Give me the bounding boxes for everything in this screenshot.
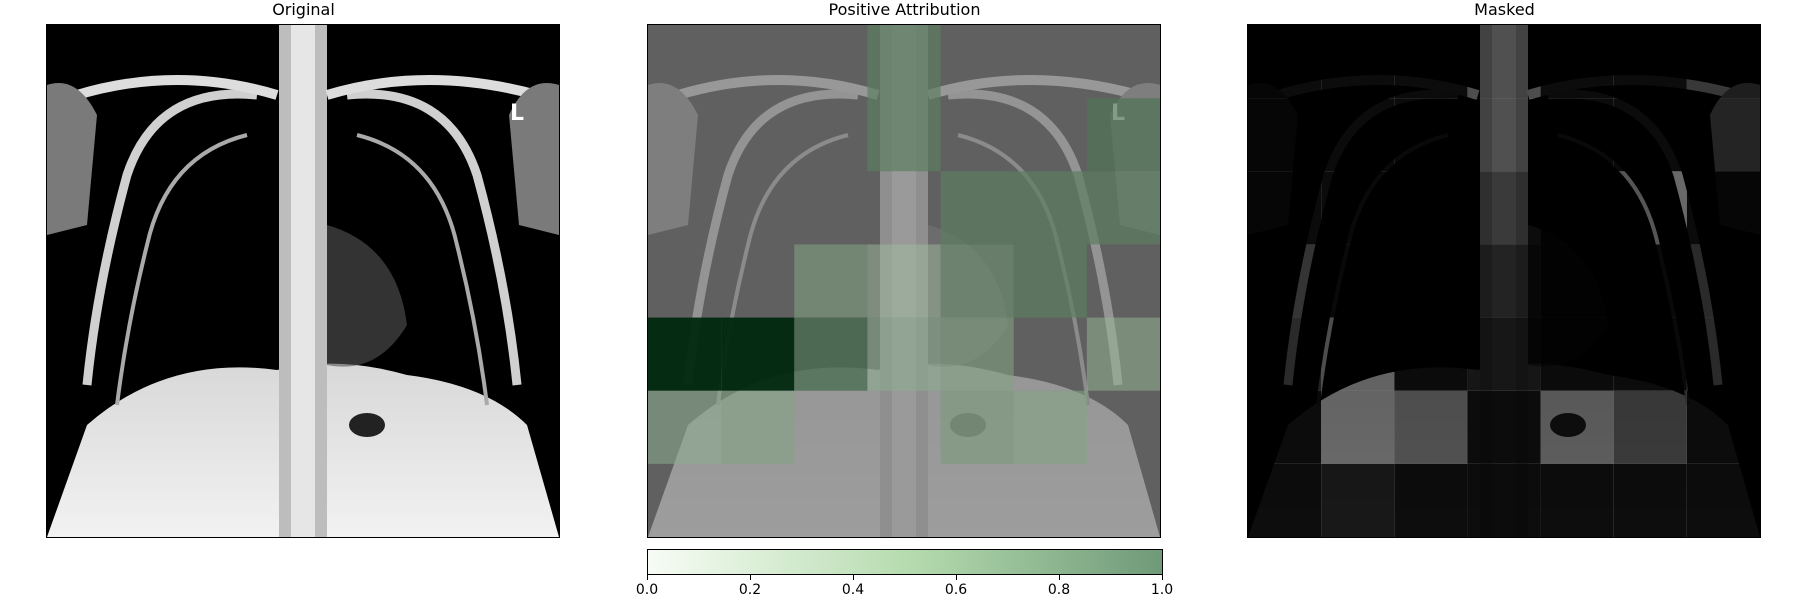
masked-cell [1686,98,1760,172]
masked-cell [1321,390,1395,464]
masked-cell [1540,244,1614,318]
masked-cell [1248,463,1322,537]
attribution-cell [940,390,1014,464]
masked-cell [1394,98,1468,172]
attribution-cell [940,171,1014,245]
image-marker-label: L [510,101,524,126]
masked-cell [1613,463,1687,537]
colorbar-tick-label: 0.4 [841,582,865,598]
masked-cell [1613,98,1687,172]
masked-cell [1248,244,1322,318]
panel-title-attribution: Positive Attribution [828,0,981,19]
masked-cell [1248,25,1322,99]
masked-cell [1394,390,1468,464]
masked-cell [1248,317,1322,391]
masked-cell [1321,463,1395,537]
colorbar-tick [956,575,957,580]
masked-cell [1321,98,1395,172]
masked-cell [1248,98,1322,172]
masked-cell [1540,317,1614,391]
colorbar-tick [1162,575,1163,580]
masked-cell [1686,171,1760,245]
masked-cell [1394,244,1468,318]
original-image: L [46,24,560,538]
masked-cell [1686,317,1760,391]
panel-title-original: Original [272,0,335,19]
colorbar-tick [853,575,854,580]
masked-cell [1321,317,1395,391]
attribution-cell [1086,317,1160,391]
masked-cell [1394,463,1468,537]
attribution-cell [1013,390,1087,464]
masked-cell [1394,317,1468,391]
colorbar-tick-label: 0.8 [1047,582,1071,598]
masked-cell [1686,244,1760,318]
masked-cell [1394,171,1468,245]
masked-cell [1467,244,1541,318]
colorbar-tick [750,575,751,580]
masked-cell [1467,171,1541,245]
masked-cell [1467,25,1541,99]
colorbar-tick [1059,575,1060,580]
masked-cell [1686,463,1760,537]
masked-cell [1613,244,1687,318]
masked-cell [1467,390,1541,464]
attribution-cell [721,317,795,391]
masked-cell [1686,390,1760,464]
masked-cell [1321,244,1395,318]
masked-cell [1467,98,1541,172]
attribution-cell [867,98,941,172]
masked-cell [1248,171,1322,245]
attribution-cell [867,244,941,318]
attribution-cell [1086,98,1160,172]
attribution-cell [1013,171,1087,245]
attribution-cell [794,317,868,391]
colorbar-tick [647,575,648,580]
masked-cell [1540,25,1614,99]
masked-cell [1613,25,1687,99]
masked-cell [1394,25,1468,99]
colorbar-tick-label: 0.6 [944,582,968,598]
masked-cell [1540,171,1614,245]
attribution-cell [794,244,868,318]
masked-cell [1248,390,1322,464]
panel-title-masked: Masked [1474,0,1535,19]
attribution-cell [1013,244,1087,318]
attribution-cell [867,317,941,391]
masked-cell [1540,390,1614,464]
masked-cell [1686,25,1760,99]
masked-cell [1467,317,1541,391]
attribution-cell [721,390,795,464]
masked-cell [1321,171,1395,245]
masked-cell [1540,98,1614,172]
attribution-cell [940,244,1014,318]
masked-cell [1613,317,1687,391]
attribution-cell [648,317,722,391]
attribution-cell [648,390,722,464]
attribution-cell [1086,171,1160,245]
attribution-image: L [647,24,1161,538]
masked-image [1247,24,1761,538]
masked-cell [1321,25,1395,99]
colorbar [647,549,1163,575]
masked-cell [1613,390,1687,464]
colorbar-tick-label: 0.0 [635,582,659,598]
attribution-cell [867,25,941,99]
masked-cell [1540,463,1614,537]
attribution-cell [940,317,1014,391]
masked-cell [1613,171,1687,245]
colorbar-tick-label: 1.0 [1150,582,1174,598]
masked-cell [1467,463,1541,537]
colorbar-tick-label: 0.2 [738,582,762,598]
